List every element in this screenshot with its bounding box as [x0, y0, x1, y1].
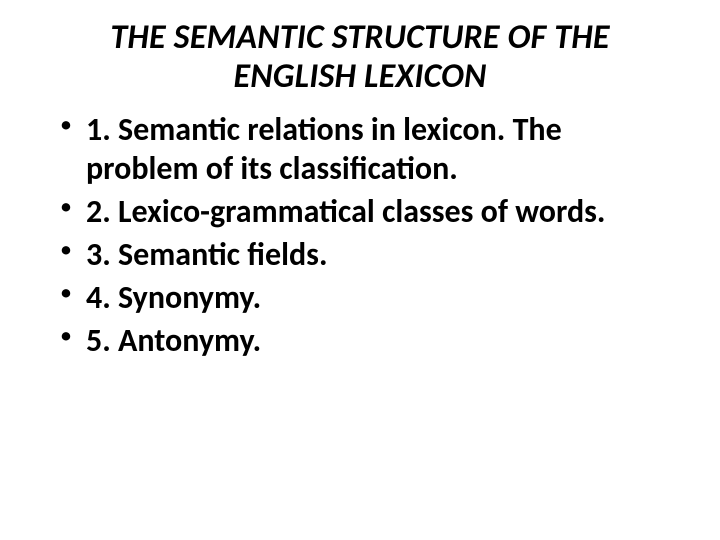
title-line-1: THE SEMANTIC STRUCTURE OF THE: [110, 17, 609, 58]
list-item-text: 2. Lexico-grammatical classes of words.: [86, 192, 605, 231]
list-item-text: 4. Synonymy.: [86, 278, 261, 317]
title-line-2: ENGLISH LEXICON: [233, 56, 486, 97]
list-item-text: 1. Semantic relations in lexicon. The pr…: [86, 110, 562, 188]
list-item: 1. Semantic relations in lexicon. The pr…: [60, 110, 670, 188]
list-item: 5. Antonymy.: [60, 321, 670, 360]
list-item-text: 3. Semantic fields.: [86, 235, 327, 274]
slide-title: THE SEMANTIC STRUCTURE OF THE ENGLISH LE…: [50, 18, 670, 96]
list-item-text: 5. Antonymy.: [86, 321, 261, 360]
list-item: 2. Lexico-grammatical classes of words.: [60, 192, 670, 231]
list-item: 3. Semantic fields.: [60, 235, 670, 274]
bullet-list: 1. Semantic relations in lexicon. The pr…: [50, 110, 670, 360]
list-item: 4. Synonymy.: [60, 278, 670, 317]
slide: THE SEMANTIC STRUCTURE OF THE ENGLISH LE…: [0, 0, 720, 540]
